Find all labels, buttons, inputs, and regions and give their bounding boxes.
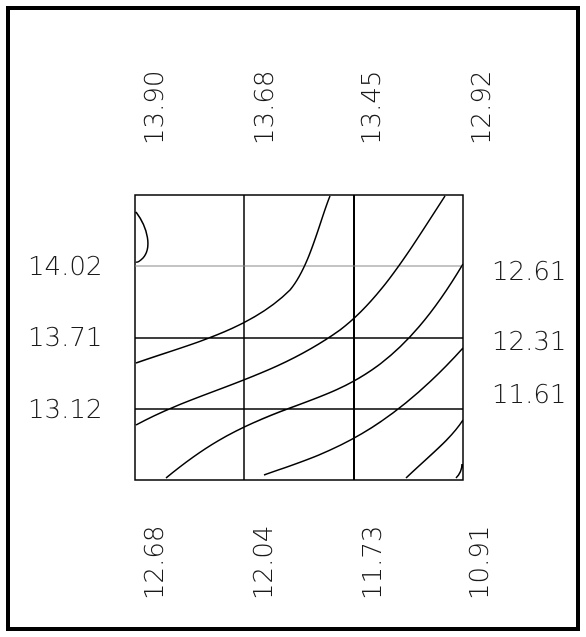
top-label-1: 13.90 [140, 71, 170, 145]
diagram-frame [6, 6, 580, 631]
bottom-label-1: 12.68 [140, 526, 170, 600]
contour-line-6 [405, 419, 464, 479]
contour-line-7 [455, 463, 463, 479]
top-label-2: 13.68 [250, 71, 280, 145]
contour-line-1 [135, 211, 149, 263]
contour-line-5 [263, 347, 464, 476]
left-label-3: 13.12 [28, 395, 102, 425]
bottom-label-2: 12.04 [249, 526, 279, 600]
bottom-label-3: 11.73 [358, 526, 388, 600]
top-label-3: 13.45 [357, 71, 387, 145]
left-label-1: 14.02 [28, 252, 102, 282]
contour-line-3 [135, 195, 446, 426]
bottom-label-4: 10.91 [465, 526, 495, 600]
top-label-4: 12.92 [467, 71, 497, 145]
right-label-1: 12.61 [492, 257, 566, 287]
contour-line-2 [135, 195, 331, 364]
right-label-3: 11.61 [492, 380, 566, 410]
right-label-2: 12.31 [492, 327, 566, 357]
left-label-2: 13.71 [28, 323, 102, 353]
contour-line-4 [165, 263, 464, 479]
